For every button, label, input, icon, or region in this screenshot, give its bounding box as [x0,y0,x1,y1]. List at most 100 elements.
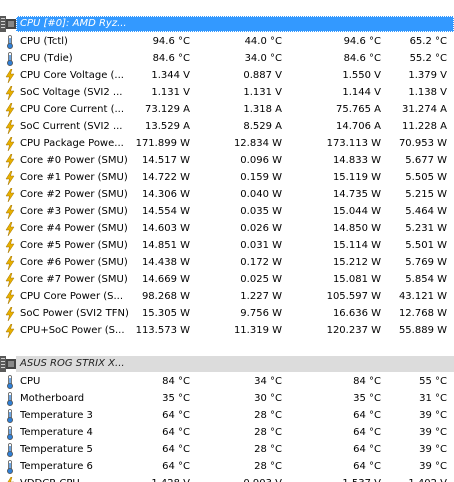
sensor-row[interactable]: CPU Core Power (S... 98.268 W 1.227 W 105.5… [0,288,454,305]
group-handle [0,356,6,372]
sensor-max-value: 14.706 A [335,121,381,132]
sensor-label: Temperature 6 [20,461,93,472]
sensor-row[interactable]: CPU Core Current (... 73.129 A 1.318 A 75.7… [0,101,454,118]
lightning-icon [5,255,15,271]
sensor-label: Temperature 3 [20,410,93,421]
sensor-avg-value: 39 °C [419,427,447,438]
sensor-row[interactable]: VDDCR CPU1.428 V0.903 V1.537 V1.402 V [0,475,454,482]
sensor-current-value: 35 °C [162,393,190,404]
sensor-label: Core #2 Power (SMU) [20,189,128,200]
lightning-icon [5,153,15,169]
sensor-max-value: 16.636 W [332,308,381,319]
sensor-label: CPU Core Current (... [20,104,125,115]
sensor-current-value: 14.438 W [141,257,190,268]
sensor-row[interactable]: Temperature 5 64 °C 28 °C 64 °C 39 °C [0,441,454,458]
sensor-avg-value: 43.121 W [398,291,447,302]
sensor-avg-value: 5.464 W [405,206,447,217]
sensor-avg-value: 65.2 °C [409,36,447,47]
group-title-board: ASUS ROG STRIX X... [16,356,454,372]
sensor-min-value: 34.0 °C [244,53,282,64]
sensor-min-value: 0.025 W [240,274,282,285]
sensor-min-value: 0.159 W [240,172,282,183]
sensor-label: CPU Package Powe... [20,138,124,149]
sensor-row[interactable]: CPU Core Voltage (... 1.344 V 0.887 V 1.550… [0,67,454,84]
chip-icon [6,359,16,369]
lightning-icon [5,170,15,186]
sensor-avg-value: 55.889 W [398,325,447,336]
sensor-max-value: 64 °C [353,461,381,472]
sensor-row[interactable]: SoC Power (SVI2 TFN) 15.305 W 9.756 W 16.63… [0,305,454,322]
sensor-min-value: 12.834 W [233,138,282,149]
sensor-row[interactable]: Core #5 Power (SMU) 14.851 W 0.031 W 15.114… [0,237,454,254]
thermometer-icon [5,375,15,389]
sensor-min-value: 0.031 W [240,240,282,251]
sensor-row[interactable]: Core #3 Power (SMU) 14.554 W 0.035 W 15.044… [0,203,454,220]
sensor-label: CPU Core Voltage (... [20,70,124,81]
sensor-max-value: 173.113 W [326,138,381,149]
sensor-avg-value: 70.953 W [398,138,447,149]
sensor-current-value: 113.573 W [135,325,190,336]
sensor-max-value: 75.765 A [335,104,381,115]
sensor-current-value: 14.517 W [141,155,190,166]
sensor-row[interactable]: CPU Package Powe... 171.899 W 12.834 W 173.… [0,135,454,152]
lightning-icon [5,221,15,237]
sensor-avg-value: 11.228 A [401,121,447,132]
sensor-row[interactable]: Temperature 6 64 °C 28 °C 64 °C 39 °C [0,458,454,475]
sensor-avg-value: 1.138 V [408,87,447,98]
sensor-row[interactable]: Core #4 Power (SMU) 14.603 W 0.026 W 14.850… [0,220,454,237]
sensor-row[interactable]: SoC Current (SVI2 ... 13.529 A 8.529 A 14.7… [0,118,454,135]
sensor-row[interactable]: Core #6 Power (SMU) 14.438 W 0.172 W 15.212… [0,254,454,271]
sensor-min-value: 28 °C [254,461,282,472]
sensor-max-value: 14.833 W [332,155,381,166]
sensor-label: Core #7 Power (SMU) [20,274,128,285]
sensor-min-value: 0.096 W [240,155,282,166]
sensor-avg-value: 5.769 W [405,257,447,268]
sensor-label: VDDCR CPU [20,475,132,482]
lightning-icon [5,306,15,322]
sensor-label: Core #1 Power (SMU) [20,172,128,183]
group-header-board[interactable]: ASUS ROG STRIX X... [0,356,454,372]
sensor-row[interactable]: Core #1 Power (SMU) 14.722 W 0.159 W 15.119… [0,169,454,186]
sensor-row[interactable]: Core #2 Power (SMU) 14.306 W 0.040 W 14.735… [0,186,454,203]
sensor-avg-value: 39 °C [419,461,447,472]
sensor-row[interactable]: Motherboard 35 °C 30 °C 35 °C 31 °C [0,390,454,407]
sensor-min-value: 8.529 A [243,121,282,132]
lightning-icon [5,323,15,339]
sensor-current-value: 14.306 W [141,189,190,200]
sensor-current-value: 15.305 W [141,308,190,319]
chip-icon [6,19,16,29]
sensor-avg-value: 1.379 V [408,70,447,81]
sensor-max-value: 15.212 W [332,257,381,268]
sensor-max-value: 84 °C [353,376,381,387]
sensor-avg-value: 55.2 °C [409,53,447,64]
sensor-row[interactable]: Temperature 4 64 °C 28 °C 64 °C 39 °C [0,424,454,441]
sensor-avg-value: 31 °C [419,393,447,404]
sensor-avg-value: 5.505 W [405,172,447,183]
sensor-row[interactable]: CPU+SoC Power (S... 113.573 W 11.319 W 120.… [0,322,454,339]
sensor-label: Core #6 Power (SMU) [20,257,128,268]
sensor-avg-value: 39 °C [419,444,447,455]
sensor-current-value: 14.603 W [141,223,190,234]
lightning-icon [5,85,15,101]
sensor-max-value: 35 °C [353,393,381,404]
group-header-cpu[interactable]: CPU [#0]: AMD Ryz... [0,16,454,32]
sensor-min-value: 28 °C [254,444,282,455]
sensor-current-value: 13.529 A [144,121,190,132]
sensor-row[interactable]: CPU (Tctl) 94.6 °C 44.0 °C 94.6 °C 65.2 °C [0,33,454,50]
sensor-row[interactable]: CPU (Tdie) 84.6 °C 34.0 °C 84.6 °C 55.2 °C [0,50,454,67]
sensor-avg-value: 5.215 W [405,189,447,200]
sensor-row[interactable]: CPU 84 °C 34 °C 84 °C 55 °C [0,373,454,390]
sensor-label: Temperature 4 [20,427,93,438]
sensor-max-value: 14.850 W [332,223,381,234]
lightning-icon [5,289,15,305]
sensor-row[interactable]: SoC Voltage (SVI2 ... 1.131 V 1.131 V 1.144… [0,84,454,101]
sensor-label: CPU (Tdie) [20,53,73,64]
lightning-icon [5,68,15,84]
group-handle [0,16,6,32]
sensor-max-value: 64 °C [353,427,381,438]
sensor-row[interactable]: Temperature 3 64 °C 28 °C 64 °C 39 °C [0,407,454,424]
sensor-current-value: 1.131 V [151,87,190,98]
sensor-row[interactable]: Core #0 Power (SMU) 14.517 W 0.096 W 14.833… [0,152,454,169]
sensor-row[interactable]: Core #7 Power (SMU) 14.669 W 0.025 W 15.081… [0,271,454,288]
sensor-label: Core #3 Power (SMU) [20,206,128,217]
